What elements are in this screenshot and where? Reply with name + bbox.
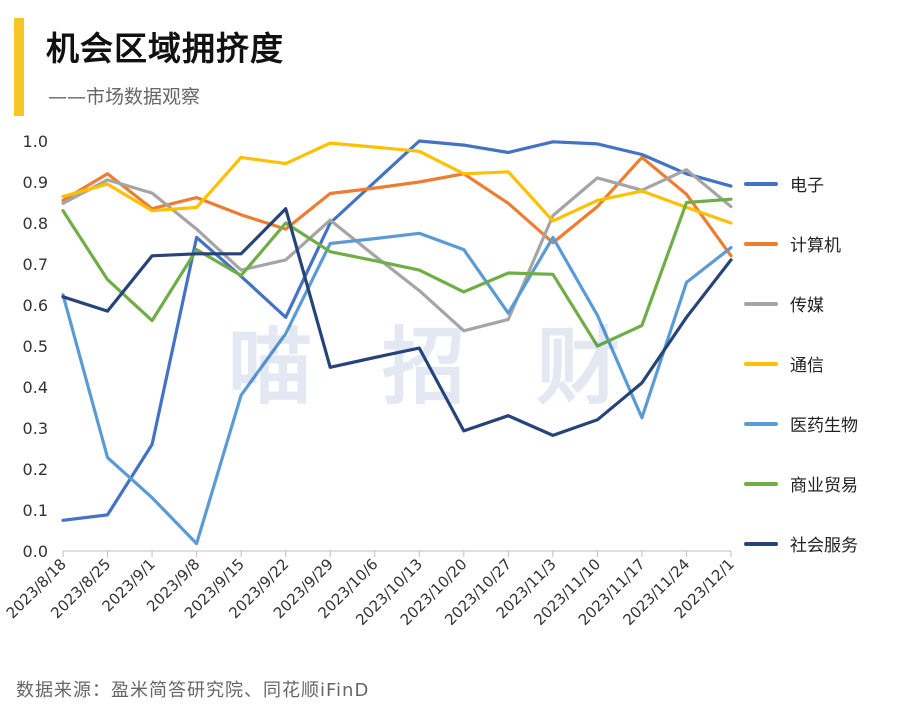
y-tick-label: 0.1: [23, 501, 48, 520]
series-line-1: [61, 139, 733, 522]
page-subtitle: ——市场数据观察: [48, 86, 201, 108]
series-line-4: [61, 141, 733, 225]
legend-item-4: 通信: [744, 351, 824, 376]
y-tick-label: 0.2: [23, 460, 48, 479]
legend-swatch: [744, 481, 778, 486]
legend-label: 社会服务: [790, 536, 858, 556]
legend-item-6: 商业贸易: [744, 471, 858, 496]
data-source-note: 数据来源：盈米简答研究院、同花顺iFinD: [16, 680, 370, 701]
legend-label: 电子: [790, 176, 824, 196]
chart-legend: 电子计算机传媒通信医药生物商业贸易社会服务: [744, 0, 894, 600]
y-tick-label: 0.5: [23, 337, 48, 356]
legend-item-3: 传媒: [744, 291, 824, 316]
y-tick-label: 0.3: [23, 419, 48, 438]
legend-swatch: [744, 181, 778, 186]
legend-swatch: [744, 301, 778, 306]
legend-item-1: 电子: [744, 171, 824, 196]
y-tick-label: 0.7: [23, 255, 48, 274]
legend-swatch: [744, 241, 778, 246]
legend-label: 传媒: [790, 296, 824, 316]
y-tick-label: 0.4: [23, 378, 48, 397]
legend-item-7: 社会服务: [744, 531, 858, 556]
series-line-5: [61, 231, 733, 546]
legend-swatch: [744, 361, 778, 366]
legend-label: 计算机: [790, 236, 841, 256]
y-tick-label: 1.0: [23, 132, 48, 151]
y-tick-label: 0.8: [23, 214, 48, 233]
legend-item-5: 医药生物: [744, 411, 858, 436]
legend-item-2: 计算机: [744, 231, 841, 256]
legend-label: 商业贸易: [790, 476, 858, 496]
y-tick-label: 0.0: [23, 542, 48, 561]
legend-label: 通信: [790, 356, 824, 376]
series-line-3: [61, 168, 733, 333]
series-line-2: [61, 155, 733, 258]
y-tick-label: 0.6: [23, 296, 48, 315]
page-title: 机会区域拥挤度: [46, 29, 284, 68]
series-line-7: [61, 207, 733, 437]
legend-swatch: [744, 421, 778, 426]
title-accent-bar: [14, 18, 24, 116]
watermark-text: 喵招财: [228, 318, 691, 416]
legend-swatch: [744, 541, 778, 546]
series-line-6: [61, 197, 733, 348]
legend-label: 医药生物: [790, 416, 858, 436]
y-tick-label: 0.9: [23, 173, 48, 192]
